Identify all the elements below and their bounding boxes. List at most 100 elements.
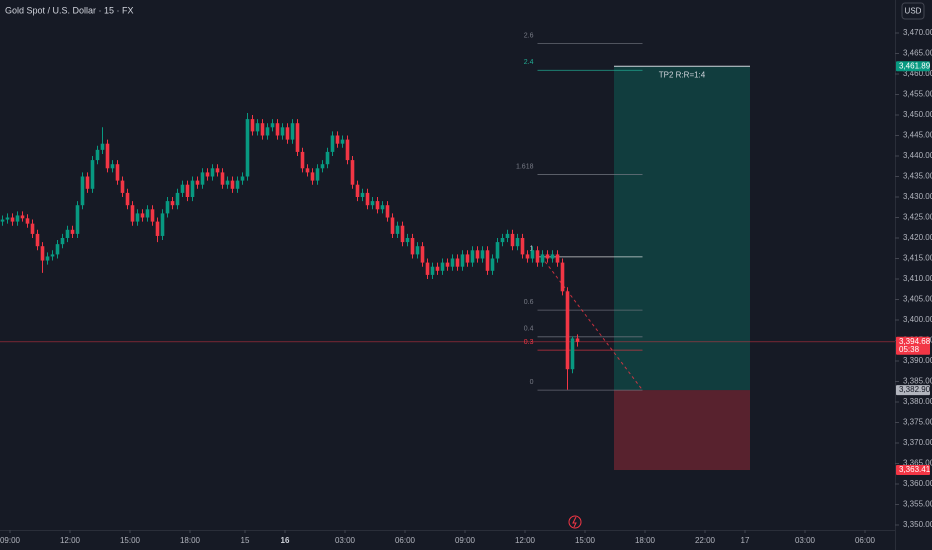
candle-body bbox=[215, 168, 220, 173]
candle-body bbox=[180, 184, 185, 193]
candle-body bbox=[415, 246, 420, 255]
price-tag: 3,461.89 bbox=[899, 61, 931, 70]
candle-body bbox=[385, 205, 390, 218]
candle-body bbox=[30, 223, 35, 234]
y-tick-label: 3,390.00 bbox=[903, 356, 932, 365]
candle-body bbox=[380, 205, 385, 210]
price-tag-bg bbox=[896, 336, 930, 355]
candle-body bbox=[440, 262, 445, 271]
candle-body bbox=[500, 238, 505, 243]
fib-label: 2.4 bbox=[524, 59, 534, 66]
candle-body bbox=[175, 192, 180, 206]
y-tick-label: 3,470.00 bbox=[903, 28, 932, 37]
y-tick-label: 3,355.00 bbox=[903, 500, 932, 509]
candle-body bbox=[330, 135, 335, 152]
candle-body bbox=[245, 119, 250, 177]
x-tick-label: 18:00 bbox=[180, 536, 201, 545]
candle-body bbox=[555, 254, 560, 263]
candle-body bbox=[80, 176, 85, 206]
candle-body bbox=[185, 184, 190, 197]
candle-body bbox=[450, 258, 455, 267]
candle-body bbox=[140, 213, 145, 218]
candle-body bbox=[425, 262, 430, 275]
candle-body bbox=[320, 164, 325, 169]
candle-body bbox=[485, 250, 490, 271]
fib-label: 0.6 bbox=[524, 299, 534, 306]
currency-box[interactable] bbox=[901, 2, 925, 20]
candle-body bbox=[445, 262, 450, 267]
candle-body bbox=[405, 238, 410, 243]
candle-body bbox=[495, 242, 500, 259]
candle-body bbox=[550, 254, 555, 259]
candle-body bbox=[525, 254, 530, 259]
candle-body bbox=[410, 238, 415, 255]
y-tick-label: 3,455.00 bbox=[903, 90, 932, 99]
candle-body bbox=[490, 258, 495, 271]
candle-body bbox=[200, 172, 205, 185]
x-tick-label: 06:00 bbox=[855, 536, 876, 545]
candle-body bbox=[535, 250, 540, 263]
candle-body bbox=[130, 205, 135, 222]
y-tick-label: 3,365.00 bbox=[903, 459, 932, 468]
candle-body bbox=[90, 160, 95, 189]
x-tick-label: 12:00 bbox=[515, 536, 536, 545]
price-tag-bg bbox=[896, 61, 930, 72]
candle-body bbox=[275, 123, 280, 136]
candle-body bbox=[220, 172, 225, 185]
candle-body bbox=[160, 213, 165, 236]
countdown: 05:38 bbox=[899, 345, 920, 354]
candle-body bbox=[520, 238, 525, 255]
candle-body bbox=[260, 123, 265, 136]
x-tick-label: 15:00 bbox=[120, 536, 141, 545]
y-tick-label: 3,445.00 bbox=[903, 131, 932, 140]
y-tick-label: 3,430.00 bbox=[903, 192, 932, 201]
candle-body bbox=[400, 225, 405, 243]
candle-body bbox=[360, 192, 365, 197]
candle-body bbox=[300, 151, 305, 169]
candle-body bbox=[575, 338, 580, 342]
profit-zone bbox=[614, 66, 750, 391]
y-tick-label: 3,460.00 bbox=[903, 69, 932, 78]
x-tick-label: 17 bbox=[741, 536, 750, 545]
y-tick-label: 3,415.00 bbox=[903, 254, 932, 263]
candle-body bbox=[565, 291, 570, 370]
price-tag: 3,382.90 bbox=[899, 385, 931, 394]
candle-body bbox=[50, 254, 55, 257]
candle-body bbox=[480, 250, 485, 259]
candle-body bbox=[60, 238, 65, 245]
candle-body bbox=[505, 233, 510, 238]
candle-body bbox=[105, 143, 110, 169]
candle-body bbox=[190, 180, 195, 197]
candle-body bbox=[155, 221, 160, 236]
candle-body bbox=[290, 123, 295, 140]
price-tag-bg bbox=[896, 465, 930, 476]
candle-body bbox=[170, 201, 175, 206]
x-tick-label: 06:00 bbox=[395, 536, 416, 545]
price-tag-bg bbox=[896, 385, 930, 396]
trend-line bbox=[541, 256, 643, 391]
candle-body bbox=[0, 219, 5, 222]
price-tag: 3,394.68 bbox=[899, 337, 931, 346]
y-tick-label: 3,385.00 bbox=[903, 377, 932, 386]
y-tick-label: 3,400.00 bbox=[903, 315, 932, 324]
candle-body bbox=[165, 201, 170, 214]
y-tick-label: 3,350.00 bbox=[903, 520, 932, 529]
candle-body bbox=[270, 123, 275, 128]
currency-label[interactable]: USD bbox=[905, 7, 922, 16]
y-tick-label: 3,360.00 bbox=[903, 479, 932, 488]
candle-body bbox=[455, 258, 460, 267]
fib-label: 1 bbox=[530, 246, 534, 253]
candle-body bbox=[225, 180, 230, 185]
fib-label: 0.3 bbox=[524, 339, 534, 346]
y-tick-label: 3,410.00 bbox=[903, 274, 932, 283]
x-tick-label: 16 bbox=[281, 536, 290, 545]
alert-icon[interactable] bbox=[568, 515, 582, 529]
y-tick-label: 3,465.00 bbox=[903, 49, 932, 58]
x-tick-label: 15:00 bbox=[575, 536, 596, 545]
candle-body bbox=[250, 119, 255, 132]
y-tick-label: 3,380.00 bbox=[903, 397, 932, 406]
candle-body bbox=[460, 254, 465, 267]
y-tick-label: 3,375.00 bbox=[903, 418, 932, 427]
candle-body bbox=[295, 123, 300, 152]
y-tick-label: 3,440.00 bbox=[903, 151, 932, 160]
